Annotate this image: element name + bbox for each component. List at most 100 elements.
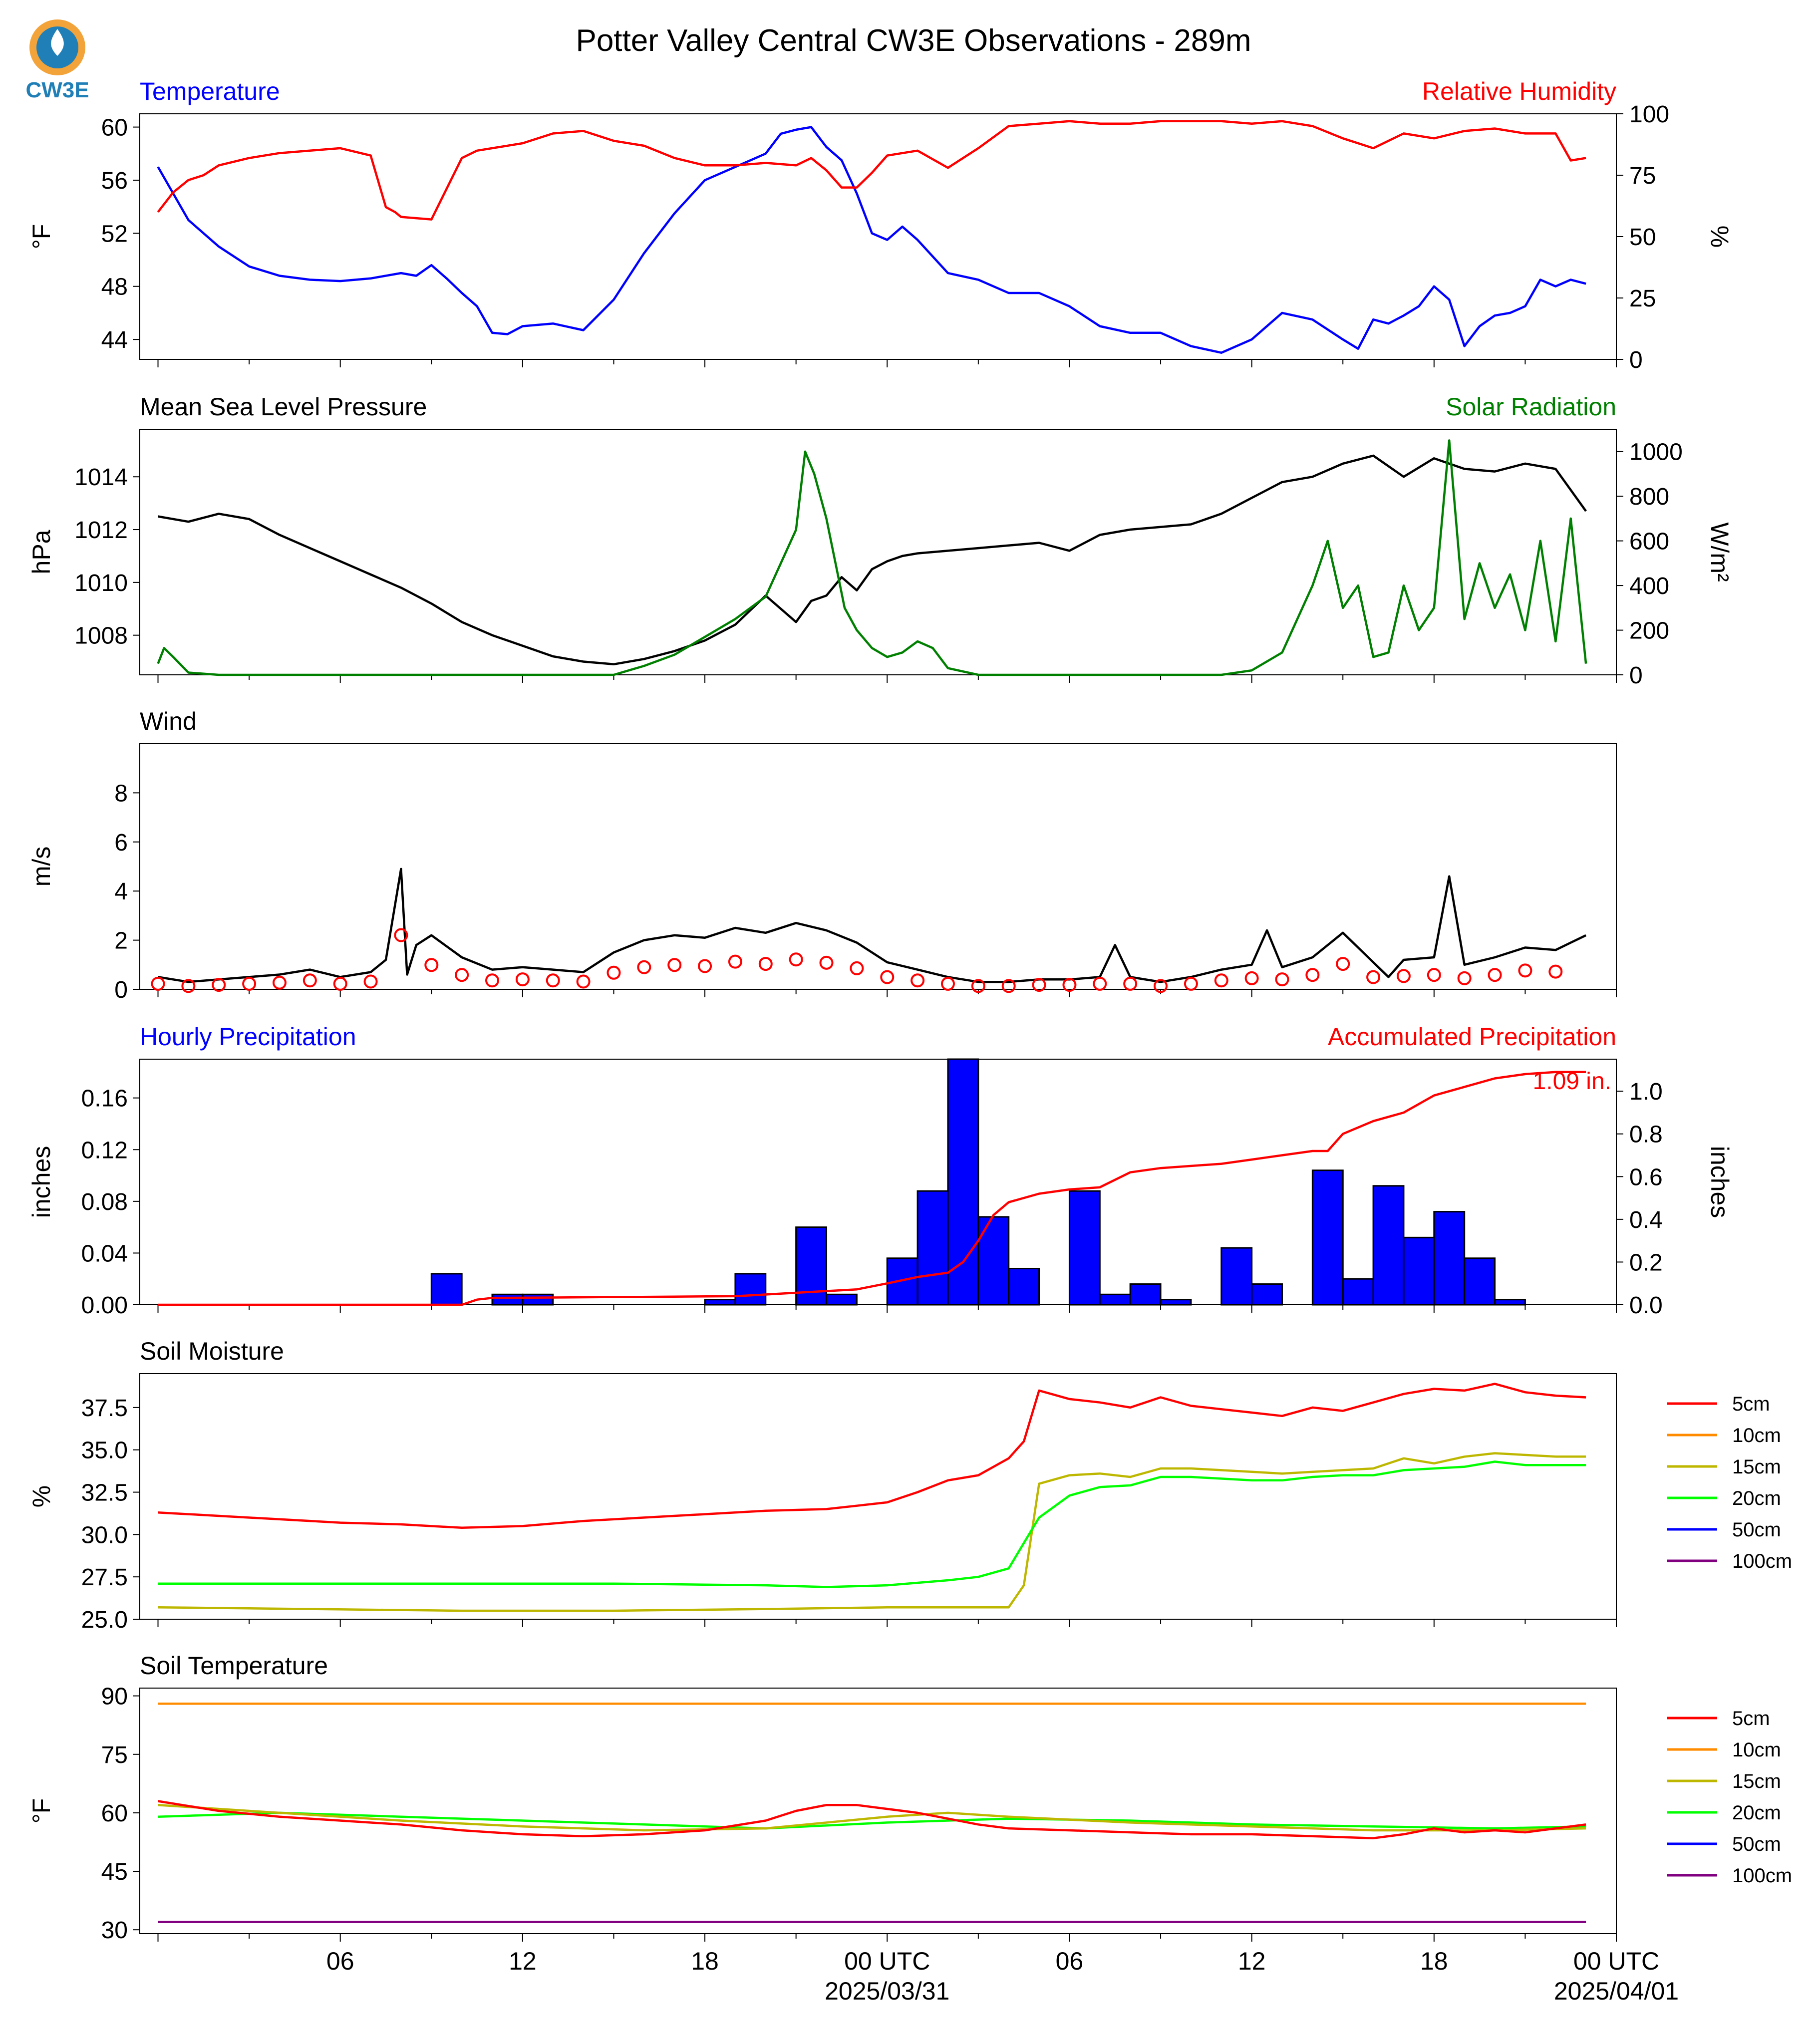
wind-calm-marker [212, 978, 226, 992]
soil_temperature-legend-label-3: 20cm [1732, 1802, 1781, 1824]
precip-bar [1372, 1185, 1405, 1306]
soil_moisture-legend-label-3: 20cm [1732, 1487, 1781, 1509]
temperature-ytick-label-3: 48 [101, 274, 128, 300]
x-tick-label-7: 00 UTC [1573, 1947, 1659, 1975]
wind-calm-marker [789, 952, 803, 967]
wind-calm-marker [303, 973, 317, 988]
wind-ytick-label-0: 8 [114, 780, 128, 807]
precip-right-title: Accumulated Precipitation [1328, 1023, 1616, 1051]
temperature-panel: Temperature Relative Humidity 60 56 52 48 44 °F… [27, 77, 1734, 373]
wind-calm-marker [1457, 971, 1472, 985]
pressure-y2tick-label-4: 200 [1629, 618, 1669, 644]
temperature-y2tick-label-1: 75 [1629, 163, 1656, 189]
wind-calm-marker [333, 976, 347, 991]
soil_temperature-legend-label-0: 5cm [1732, 1708, 1770, 1730]
precip-bar [1433, 1211, 1466, 1306]
soil_temperature-series-line-3 [158, 1804, 1586, 1832]
pressure-left-title: Mean Sea Level Pressure [140, 393, 427, 421]
wind-calm-marker [1427, 968, 1441, 982]
soil_moisture-legend-label-1: 10cm [1732, 1425, 1781, 1447]
wind-calm-marker [1184, 976, 1198, 991]
soil_moisture-ytick-label-5: 25.0 [81, 1607, 128, 1633]
precip-bar [522, 1293, 554, 1306]
soil_temperature-legend-label-4: 50cm [1732, 1833, 1781, 1855]
wind-left-title: Wind [140, 707, 197, 735]
wind-calm-marker [819, 955, 834, 970]
wind-calm-marker [758, 957, 773, 971]
precip-bar [1008, 1267, 1040, 1306]
precip-bar [977, 1216, 1010, 1306]
temperature-ylabel: °F [27, 224, 55, 250]
wind-calm-marker [698, 959, 712, 973]
pressure-y2tick-label-0: 1000 [1629, 439, 1683, 466]
x-tick-label-6: 18 [1420, 1947, 1448, 1975]
wind-calm-marker [607, 965, 621, 980]
wind-calm-marker [181, 979, 196, 993]
precip-bar [430, 1273, 463, 1306]
wind-calm-marker [1123, 976, 1138, 991]
soil_temperature-legend-label-1: 10cm [1732, 1739, 1781, 1761]
soil_temperature-series-line-4 [158, 1800, 1586, 1839]
precip-bar [704, 1299, 736, 1306]
temperature-ytick-label-2: 52 [101, 221, 128, 247]
wind-frame [139, 743, 1617, 990]
soil_moisture-ytick-label-2: 32.5 [81, 1480, 128, 1506]
temperature-ytick-label-4: 44 [101, 327, 128, 353]
pressure-ytick-label-2: 1010 [74, 570, 128, 596]
wind-calm-marker [1336, 957, 1350, 971]
wind-calm-marker [940, 976, 955, 991]
soil_moisture-ytick-label-4: 27.5 [81, 1564, 128, 1591]
soil_moisture-series-line-0 [158, 1383, 1586, 1529]
wind-calm-marker [363, 974, 378, 989]
pressure-ytick-label-0: 1014 [74, 464, 128, 491]
precip-frame [139, 1059, 1617, 1305]
wind-calm-marker [455, 968, 469, 982]
wind-ytick-label-1: 6 [114, 830, 128, 856]
soil_temperature-left-title: Soil Temperature [140, 1652, 328, 1680]
soil_moisture-legend-label-2: 15cm [1732, 1456, 1781, 1478]
wind-calm-marker [1244, 971, 1259, 985]
x-tick-label-3: 00 UTC [844, 1947, 930, 1975]
precip-ytick-label-3: 0.04 [81, 1240, 128, 1267]
temperature-series-line-0 [157, 126, 1586, 354]
wind-calm-marker [242, 976, 257, 991]
soil_temperature-frame [139, 1688, 1617, 1934]
pressure-right-title: Solar Radiation [1446, 393, 1616, 421]
soil_moisture-panel: Soil Moisture 37.5 35.0 32.5 30.0 27.5 25.0% 5c… [27, 1337, 1792, 1633]
wind-calm-marker [272, 975, 287, 990]
wind-ylabel: m/s [27, 847, 55, 887]
temperature-y2tick-label-2: 50 [1629, 224, 1656, 251]
x-tick-label-2: 18 [691, 1947, 719, 1975]
soil_moisture-left-title: Soil Moisture [140, 1337, 284, 1365]
wind-calm-marker [637, 960, 651, 974]
x-date-label-3: 2025/03/31 [825, 1977, 949, 2005]
wind-ytick-label-2: 4 [114, 878, 128, 905]
soil_moisture-legend-label-0: 5cm [1732, 1393, 1770, 1415]
precip-bar [1342, 1278, 1374, 1306]
soil_temperature-ylabel: °F [27, 1798, 55, 1824]
pressure-y2tick-label-3: 400 [1629, 573, 1669, 599]
temperature-ytick-label-1: 56 [101, 168, 128, 194]
temperature-left-title: Temperature [140, 77, 280, 105]
pressure-y2label: W/m² [1706, 522, 1734, 581]
wind-calm-marker [1154, 979, 1168, 993]
wind-calm-marker [1305, 968, 1320, 982]
pressure-ylabel: hPa [27, 530, 55, 574]
wind-calm-marker [667, 958, 682, 972]
x-date-label-7: 2025/04/01 [1554, 1977, 1679, 2005]
soil_temperature-series-line-2 [158, 1811, 1586, 1830]
wind-calm-marker [1488, 968, 1502, 982]
wind-calm-marker [971, 979, 985, 993]
wind-calm-marker [1032, 978, 1046, 992]
wind-calm-marker [1548, 964, 1563, 979]
pressure-ytick-label-3: 1008 [74, 623, 128, 649]
precip-y2tick-label-5: 0.0 [1629, 1292, 1663, 1319]
precip-y2tick-label-1: 0.8 [1629, 1122, 1663, 1148]
soil_moisture-series-line-2 [158, 1460, 1586, 1588]
wind-calm-marker [151, 976, 165, 991]
wind-calm-marker [485, 973, 500, 988]
soil_moisture-ytick-label-1: 35.0 [81, 1438, 128, 1464]
x-tick-label-5: 12 [1238, 1947, 1266, 1975]
